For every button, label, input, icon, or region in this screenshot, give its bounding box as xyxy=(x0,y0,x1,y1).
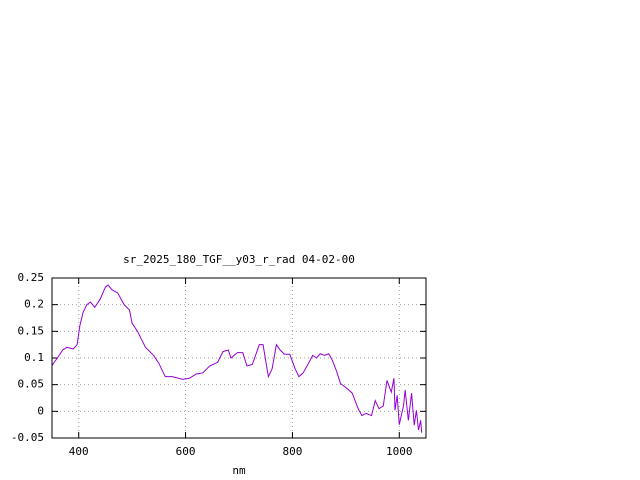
y-tick-label: 0.05 xyxy=(18,378,45,391)
chart-title: sr_2025_180_TGF__y03_r_rad 04-02-00 xyxy=(123,253,355,266)
y-tick-label: -0.05 xyxy=(11,431,44,444)
y-tick-label: 0.1 xyxy=(24,351,44,364)
x-axis-label: nm xyxy=(232,464,246,477)
y-tick-label: 0.2 xyxy=(24,298,44,311)
x-tick-label: 400 xyxy=(69,445,89,458)
x-tick-label: 800 xyxy=(282,445,302,458)
y-tick-label: 0.25 xyxy=(18,271,45,284)
data-line xyxy=(52,284,423,433)
y-tick-label: 0.15 xyxy=(18,324,45,337)
x-tick-label: 600 xyxy=(176,445,196,458)
y-tick-label: 0 xyxy=(37,404,44,417)
x-tick-label: 1000 xyxy=(386,445,413,458)
plot-border xyxy=(51,277,427,439)
